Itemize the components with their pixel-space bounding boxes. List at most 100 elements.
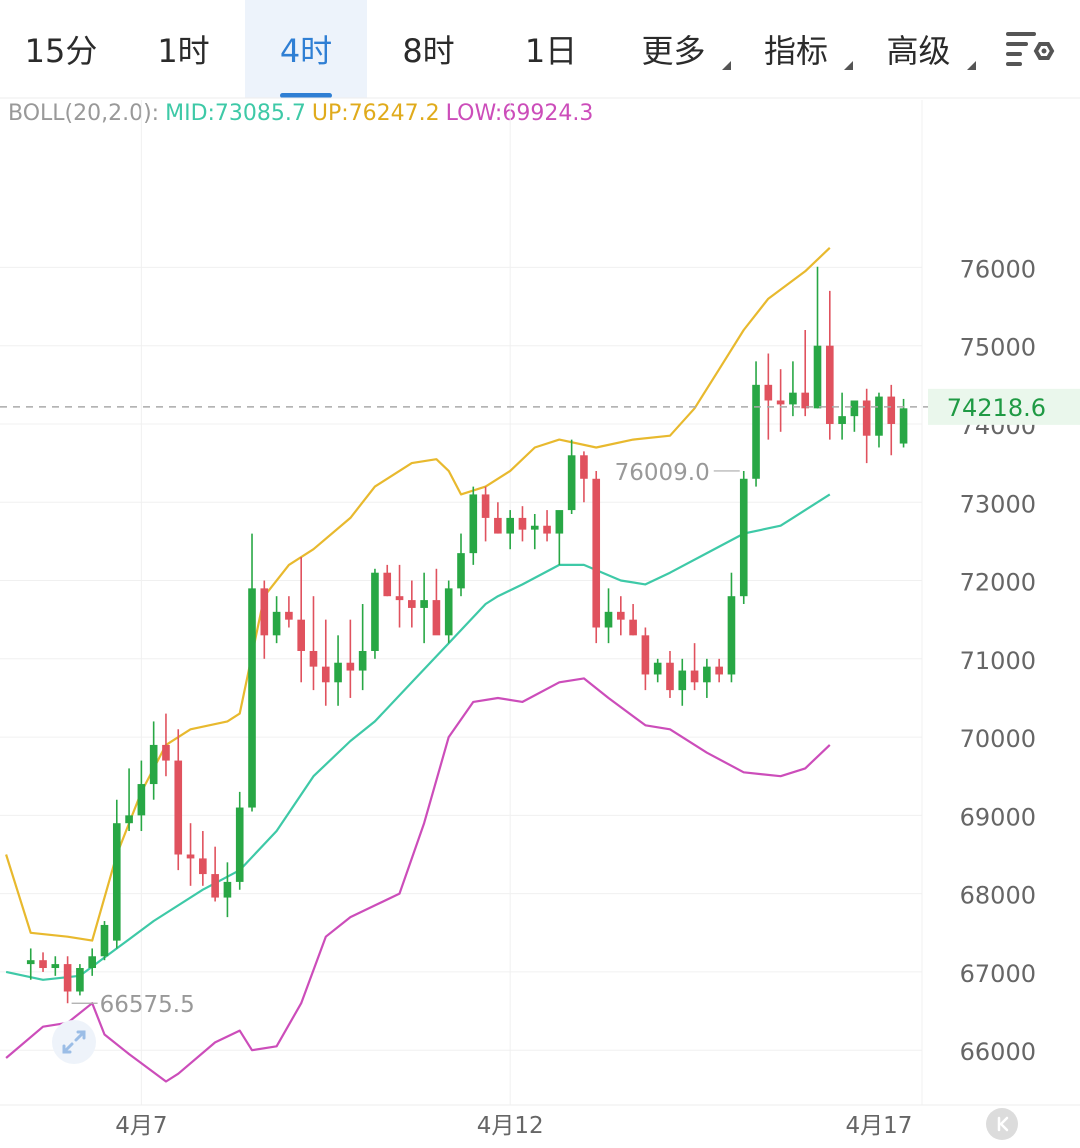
candle-down	[887, 396, 896, 424]
candle-up	[248, 588, 256, 808]
boll-mid-line	[5, 493, 831, 981]
candle-down	[481, 494, 490, 518]
candle-down	[494, 517, 502, 534]
y-tick-label: 67000	[960, 960, 1036, 988]
tab-1h[interactable]: 1时	[122, 0, 245, 98]
candle-up	[813, 345, 822, 409]
candle-down	[285, 611, 293, 620]
candle-up	[703, 666, 711, 683]
candle-down	[383, 572, 392, 597]
x-tick-label: 4月17	[846, 1113, 913, 1139]
interval-tab-bar: 15分 1时 4时 8时 1日 更多 指标 高级	[0, 0, 1080, 98]
candle-up	[604, 611, 613, 628]
tab-more[interactable]: 更多	[612, 0, 735, 98]
y-tick-label: 66000	[960, 1038, 1036, 1066]
candle-up	[112, 823, 121, 941]
boll-indicator-header: BOLL(20,2.0): MID:73085.7 UP:76247.2 LOW:69…	[8, 101, 599, 126]
candle-up	[51, 964, 60, 969]
candle-down	[39, 960, 47, 969]
boll-lower-line	[5, 677, 831, 1083]
tab-15min[interactable]: 15分	[0, 0, 122, 98]
settings-icon[interactable]	[1004, 28, 1056, 72]
dropdown-caret-icon	[967, 61, 976, 70]
candle-down	[764, 384, 773, 401]
candle-up	[555, 510, 564, 534]
tab-indicators[interactable]: 指标	[735, 0, 857, 98]
last-price-tag	[928, 388, 1080, 425]
candle-down	[199, 858, 207, 875]
candle-down	[408, 600, 416, 608]
candle-up	[235, 807, 244, 882]
x-tick-label: 4月7	[115, 1113, 167, 1139]
candle-down	[592, 478, 601, 628]
tab-advanced[interactable]: 高级	[857, 0, 980, 98]
candle-down	[162, 744, 170, 761]
candle-up	[506, 517, 514, 534]
candle-up	[371, 572, 379, 651]
last-price-label: 74218.6	[947, 394, 1046, 422]
candle-down	[862, 400, 871, 436]
y-tick-label: 75000	[960, 334, 1036, 362]
tab-label: 1时	[157, 32, 210, 70]
y-tick-label: 70000	[960, 725, 1036, 753]
tab-1d[interactable]: 1日	[490, 0, 612, 98]
tab-label: 高级	[886, 32, 951, 70]
candle-down	[617, 611, 625, 620]
boll-upper-line	[5, 247, 831, 942]
x-tick-label: 4月12	[477, 1113, 544, 1139]
y-tick-label: 69000	[960, 803, 1036, 831]
candle-up	[727, 596, 736, 675]
candle-down	[690, 670, 699, 683]
candle-down	[346, 662, 355, 671]
candle-up	[272, 611, 281, 636]
y-tick-label: 68000	[960, 882, 1036, 910]
candle-down	[543, 525, 551, 534]
candle-up	[899, 408, 908, 444]
candle-down	[629, 619, 637, 636]
candle-up	[26, 960, 35, 965]
candle-up	[789, 392, 797, 405]
scroll-to-start-icon[interactable]	[986, 1108, 1018, 1140]
candle-up	[752, 384, 760, 479]
candle-down	[321, 666, 330, 683]
tab-4h[interactable]: 4时	[245, 0, 367, 98]
dropdown-caret-icon	[722, 61, 731, 70]
boll-low-value: LOW:69924.3	[445, 101, 594, 126]
y-tick-label: 73000	[960, 490, 1036, 518]
candle-down	[63, 964, 72, 992]
dropdown-caret-icon	[844, 61, 853, 70]
candle-up	[149, 744, 158, 785]
boll-up-value: UP:76247.2	[311, 101, 440, 126]
candle-down	[776, 400, 785, 405]
candle-up	[653, 662, 662, 675]
candle-down	[432, 600, 441, 636]
candle-up	[875, 396, 883, 436]
candle-down	[715, 666, 723, 675]
candle-down	[580, 455, 588, 479]
candle-down	[395, 596, 404, 601]
candle-down	[518, 517, 527, 530]
candle-up	[137, 784, 146, 816]
candle-down	[260, 588, 269, 636]
min-price-label: 66575.5	[100, 992, 195, 1018]
candle-down	[174, 760, 183, 855]
candle-up	[567, 455, 576, 511]
tab-8h[interactable]: 8时	[367, 0, 490, 98]
candle-up	[457, 553, 465, 589]
candle-up	[76, 968, 84, 992]
candle-up	[223, 881, 232, 898]
boll-name: BOLL(20,2.0):	[8, 101, 160, 126]
candle-up	[88, 956, 97, 969]
candle-down	[309, 650, 318, 667]
candle-up	[125, 815, 133, 824]
candle-down	[297, 619, 305, 651]
y-tick-label: 71000	[960, 647, 1036, 675]
candle-up	[334, 662, 342, 683]
candle-up	[678, 670, 687, 691]
expand-icon[interactable]	[52, 1020, 96, 1064]
candle-down	[825, 345, 834, 424]
boll-mid-value: MID:73085.7	[165, 101, 306, 126]
candle-up	[850, 400, 859, 417]
tab-label: 指标	[763, 32, 828, 70]
